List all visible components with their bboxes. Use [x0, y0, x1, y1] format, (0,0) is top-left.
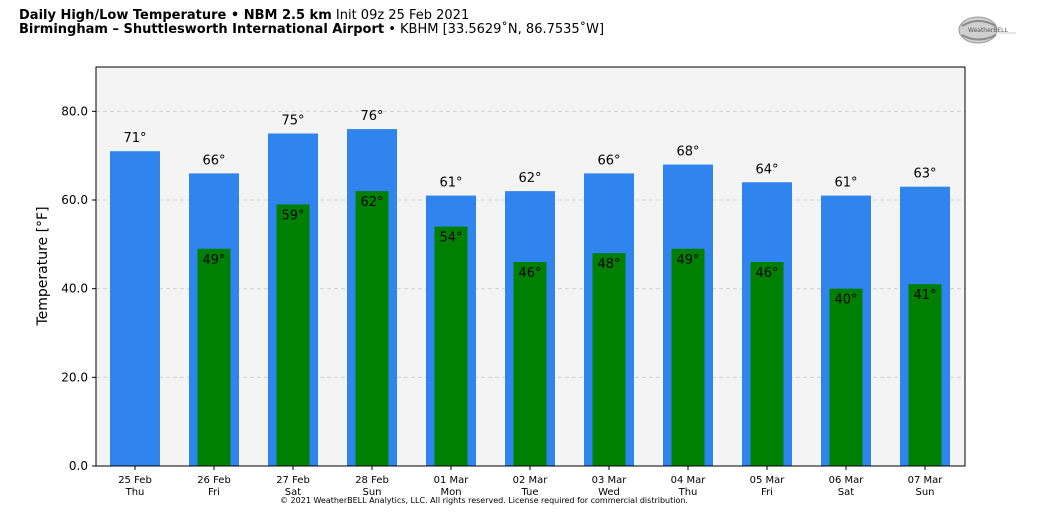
- low-temp-bar: [908, 284, 942, 466]
- low-temp-bar: [829, 288, 863, 466]
- y-tick-label: 80.0: [61, 104, 88, 118]
- header-coordinates: • KBHM [33.5629˚N, 86.7535˚W]: [388, 22, 605, 37]
- x-tick-date: 27 Feb: [276, 475, 310, 486]
- low-temp-bar: [276, 204, 310, 466]
- low-temp-label: 62°: [360, 195, 383, 210]
- high-temp-label: 62°: [518, 171, 541, 186]
- x-tick-day: Sat: [838, 487, 854, 498]
- header-title: Daily High/Low Temperature • NBM 2.5 km: [19, 8, 332, 23]
- high-temp-label: 66°: [597, 153, 620, 168]
- high-temp-label: 61°: [439, 176, 462, 191]
- x-tick-day: Sun: [915, 487, 934, 498]
- x-tick-date: 04 Mar: [671, 475, 707, 486]
- low-temp-label: 46°: [755, 266, 778, 281]
- copyright-footer: © 2021 WeatherBELL Analytics, LLC. All r…: [280, 496, 688, 505]
- high-temp-label: 66°: [202, 153, 225, 168]
- y-axis-label: Temperature [°F]: [35, 206, 51, 326]
- x-tick-day: Wed: [598, 487, 620, 498]
- x-tick-date: 05 Mar: [750, 475, 786, 486]
- y-tick-label: 40.0: [61, 282, 88, 296]
- x-tick-day: Mon: [440, 487, 461, 498]
- low-temp-label: 40°: [834, 293, 857, 308]
- x-tick-day: Fri: [761, 487, 773, 498]
- low-temp-bar: [355, 191, 389, 466]
- x-tick-date: 28 Feb: [355, 475, 389, 486]
- x-tick-day: Fri: [208, 487, 220, 498]
- x-tick-day: Sun: [362, 487, 381, 498]
- x-tick-day: Tue: [520, 487, 538, 498]
- x-tick-date: 25 Feb: [118, 475, 152, 486]
- x-tick-day: Sat: [285, 487, 301, 498]
- high-temp-label: 63°: [913, 167, 936, 182]
- x-tick-date: 01 Mar: [434, 475, 470, 486]
- x-tick-date: 03 Mar: [592, 475, 628, 486]
- y-tick-label: 60.0: [61, 193, 88, 207]
- high-temp-label: 71°: [123, 131, 146, 146]
- high-temp-label: 68°: [676, 145, 699, 160]
- low-temp-bar: [750, 262, 784, 466]
- low-temp-label: 49°: [202, 253, 225, 268]
- low-temp-label: 48°: [597, 257, 620, 272]
- low-temp-label: 49°: [676, 253, 699, 268]
- x-tick-date: 06 Mar: [829, 475, 865, 486]
- x-tick-day: Thu: [125, 487, 145, 498]
- low-temp-bar: [513, 262, 547, 466]
- header-line-1: Daily High/Low Temperature • NBM 2.5 km …: [19, 9, 604, 23]
- weatherbell-logo: WeatherBELL: [958, 16, 1016, 44]
- high-temp-label: 76°: [360, 109, 383, 124]
- header-line-2: Birmingham – Shuttlesworth International…: [19, 23, 604, 37]
- low-temp-bar: [592, 253, 626, 466]
- y-tick-label: 0.0: [69, 459, 88, 473]
- high-temp-bar: [110, 151, 160, 466]
- chart-header: Daily High/Low Temperature • NBM 2.5 km …: [19, 9, 604, 37]
- high-temp-label: 61°: [834, 176, 857, 191]
- high-temp-label: 75°: [281, 114, 304, 129]
- x-tick-day: Thu: [678, 487, 698, 498]
- low-temp-label: 46°: [518, 266, 541, 281]
- low-temp-label: 59°: [281, 208, 304, 223]
- x-tick-date: 07 Mar: [908, 475, 944, 486]
- low-temp-bar: [434, 226, 468, 466]
- low-temp-bar: [197, 248, 231, 466]
- header-location: Birmingham – Shuttlesworth International…: [19, 22, 385, 37]
- high-temp-label: 64°: [755, 162, 778, 177]
- y-tick-label: 20.0: [61, 370, 88, 384]
- low-temp-label: 54°: [439, 231, 462, 246]
- low-temp-label: 41°: [913, 288, 936, 303]
- logo-text: WeatherBELL: [968, 27, 1009, 34]
- low-temp-bar: [671, 248, 705, 466]
- x-tick-date: 26 Feb: [197, 475, 231, 486]
- x-tick-date: 02 Mar: [513, 475, 549, 486]
- header-init-time: Init 09z 25 Feb 2021: [335, 8, 470, 23]
